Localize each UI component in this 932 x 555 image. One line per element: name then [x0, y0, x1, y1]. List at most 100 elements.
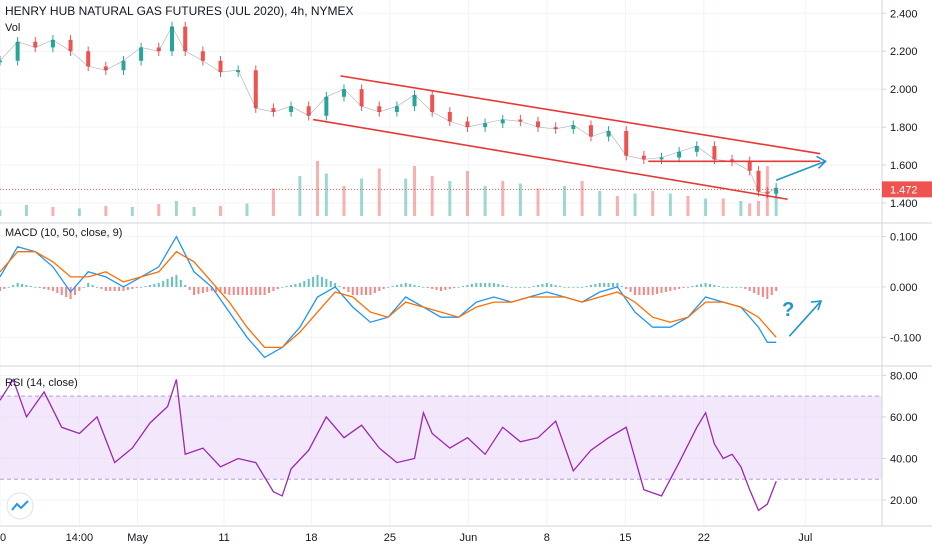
macd-histogram-bar — [259, 286, 262, 296]
price-tick-label: 1.800 — [890, 122, 918, 134]
macd-histogram-bar — [285, 285, 288, 287]
macd-histogram-bar — [660, 286, 663, 293]
macd-histogram-bar — [250, 286, 253, 296]
macd-histogram-bar — [228, 286, 231, 296]
date-tick-label: 22 — [698, 532, 710, 544]
macd-histogram-bar — [585, 285, 588, 287]
forecast-arrow — [775, 160, 826, 182]
price-candle-body — [394, 106, 399, 112]
macd-histogram-bar — [268, 286, 271, 293]
macd-histogram-bar — [193, 286, 196, 296]
macd-histogram-bar — [329, 280, 332, 287]
macd-histogram-bar — [501, 284, 504, 287]
macd-histogram-bar — [682, 286, 685, 288]
price-candle-body — [765, 191, 770, 194]
macd-histogram-bar — [276, 286, 279, 289]
macd-histogram-bar — [263, 286, 266, 296]
macd-histogram-bar — [695, 284, 698, 287]
macd-histogram-bar — [757, 286, 760, 296]
volume-bar — [774, 188, 778, 216]
macd-histogram-bar — [131, 286, 134, 289]
macd-histogram-bar — [488, 282, 491, 287]
macd-histogram-bar — [232, 286, 235, 296]
macd-histogram-bar — [43, 286, 46, 289]
macd-histogram-bar — [466, 284, 469, 287]
price-candle-body — [68, 39, 73, 52]
rsi-tick-label: 20.00 — [890, 495, 918, 507]
macd-histogram-bar — [25, 284, 28, 287]
price-candle-body — [518, 119, 523, 122]
volume-bar — [598, 191, 602, 216]
macd-histogram-bar — [642, 286, 645, 296]
macd-histogram-bar — [572, 286, 575, 288]
volume-bar — [130, 207, 134, 216]
macd-histogram-bar — [281, 286, 284, 288]
macd-histogram-bar — [519, 286, 522, 288]
macd-histogram-bar — [426, 286, 429, 288]
volume-bar — [219, 206, 222, 216]
price-tick-label: 1.400 — [890, 198, 918, 210]
macd-histogram-bar — [413, 284, 416, 287]
macd-histogram-bar — [170, 276, 173, 287]
forecast-arrow-head — [816, 155, 827, 169]
price-candle-body — [447, 111, 452, 122]
price-candle-body — [200, 51, 205, 61]
macd-histogram-bar — [431, 286, 434, 289]
macd-histogram-bar — [448, 286, 451, 289]
macd-histogram-bar — [157, 282, 160, 287]
macd-histogram-bar — [492, 282, 495, 287]
macd-histogram-bar — [440, 286, 442, 291]
macd-histogram-bar — [210, 286, 213, 291]
rsi-tick-label: 80.00 — [890, 370, 918, 382]
rsi-tick-label: 60.00 — [890, 412, 918, 424]
price-candle-body — [359, 89, 364, 107]
macd-histogram-bar — [34, 286, 37, 288]
macd-histogram-bar — [598, 282, 601, 287]
macd-histogram-bar — [625, 286, 628, 289]
macd-histogram-bar — [475, 282, 478, 287]
price-candle-body — [677, 151, 682, 158]
macd-histogram-bar — [554, 284, 557, 287]
volume-bar — [413, 166, 417, 216]
macd-histogram-bar — [422, 286, 425, 288]
macd-histogram-bar — [21, 283, 24, 287]
macd-histogram-bar — [629, 286, 632, 292]
macd-histogram-bar — [616, 282, 619, 287]
price-candle-body — [86, 51, 91, 67]
channel-upper-line — [340, 75, 821, 155]
macd-histogram-bar — [100, 286, 103, 289]
macd-histogram-bar — [298, 282, 301, 287]
date-tick-label: 18 — [305, 532, 317, 544]
volume-bar — [536, 188, 540, 216]
volume-bar — [104, 206, 108, 216]
macd-histogram-bar — [12, 284, 15, 287]
macd-tick-label: 0.000 — [890, 282, 918, 294]
macd-histogram-bar — [669, 286, 672, 291]
volume-bar — [174, 201, 178, 216]
macd-histogram-bar — [188, 286, 191, 290]
macd-histogram-bar — [634, 286, 637, 296]
date-tick-label: 11 — [218, 532, 229, 544]
macd-histogram-bar — [290, 284, 293, 287]
price-candle-body — [694, 146, 699, 152]
price-candle-body — [324, 96, 329, 116]
logo-chart-icon — [11, 500, 29, 511]
date-tick-label: 8 — [544, 532, 550, 544]
macd-histogram-bar — [91, 284, 94, 287]
macd-label: MACD (10, 50, close, 9) — [5, 227, 122, 239]
macd-histogram-bar — [237, 286, 240, 296]
macd-histogram-bar — [179, 279, 182, 287]
macd-histogram-bar — [82, 286, 85, 288]
price-candle-body — [641, 155, 646, 160]
volume-bar — [360, 178, 364, 216]
macd-histogram-bar — [748, 286, 751, 291]
annotation-layer: ? — [0, 75, 882, 337]
macd-histogram-bar — [514, 286, 517, 288]
macd-histogram-bar — [122, 286, 125, 291]
rsi-label: RSI (14, close) — [5, 377, 78, 389]
price-candle-body — [536, 121, 541, 128]
price-candle-body — [271, 108, 276, 112]
macd-histogram-bar — [378, 286, 381, 291]
macd-histogram-bar — [166, 278, 169, 287]
macd-histogram-bar — [444, 286, 447, 290]
